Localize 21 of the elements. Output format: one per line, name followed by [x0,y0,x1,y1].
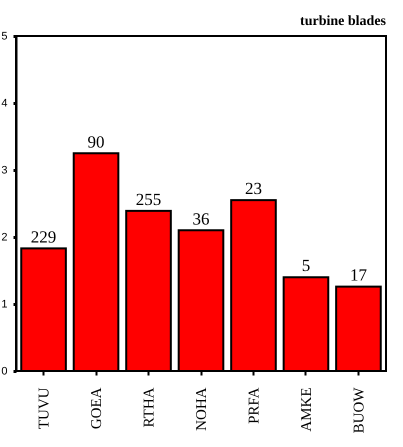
annotation: 17 [350,266,368,285]
x-tick-label: AMKE [298,388,315,432]
x-tick-label: GOEA [89,387,106,430]
y-tick-label: 1 [1,298,8,310]
y-tick-label: 4 [1,98,8,110]
x-tick-label: RTHA [142,387,158,428]
y-tick-label: 5 [1,30,8,42]
y-tick-label: 0 [1,366,8,378]
y-tick-label: 3 [1,164,8,176]
annotation: 255 [136,190,162,209]
x-tick-label: PRFA [246,387,262,424]
annotation: 23 [244,179,262,198]
annotation: 229 [30,227,56,246]
annotation: 90 [88,132,105,152]
x-tick-label: NOHA [194,387,210,431]
annotation: 5 [302,256,310,276]
y-tick-label: 2 [1,232,8,244]
x-tick-label: TUVU [36,387,53,430]
chart-title: turbine blades [300,14,387,29]
annotation: 36 [192,209,210,228]
x-tick-label: BUOW [351,386,368,434]
